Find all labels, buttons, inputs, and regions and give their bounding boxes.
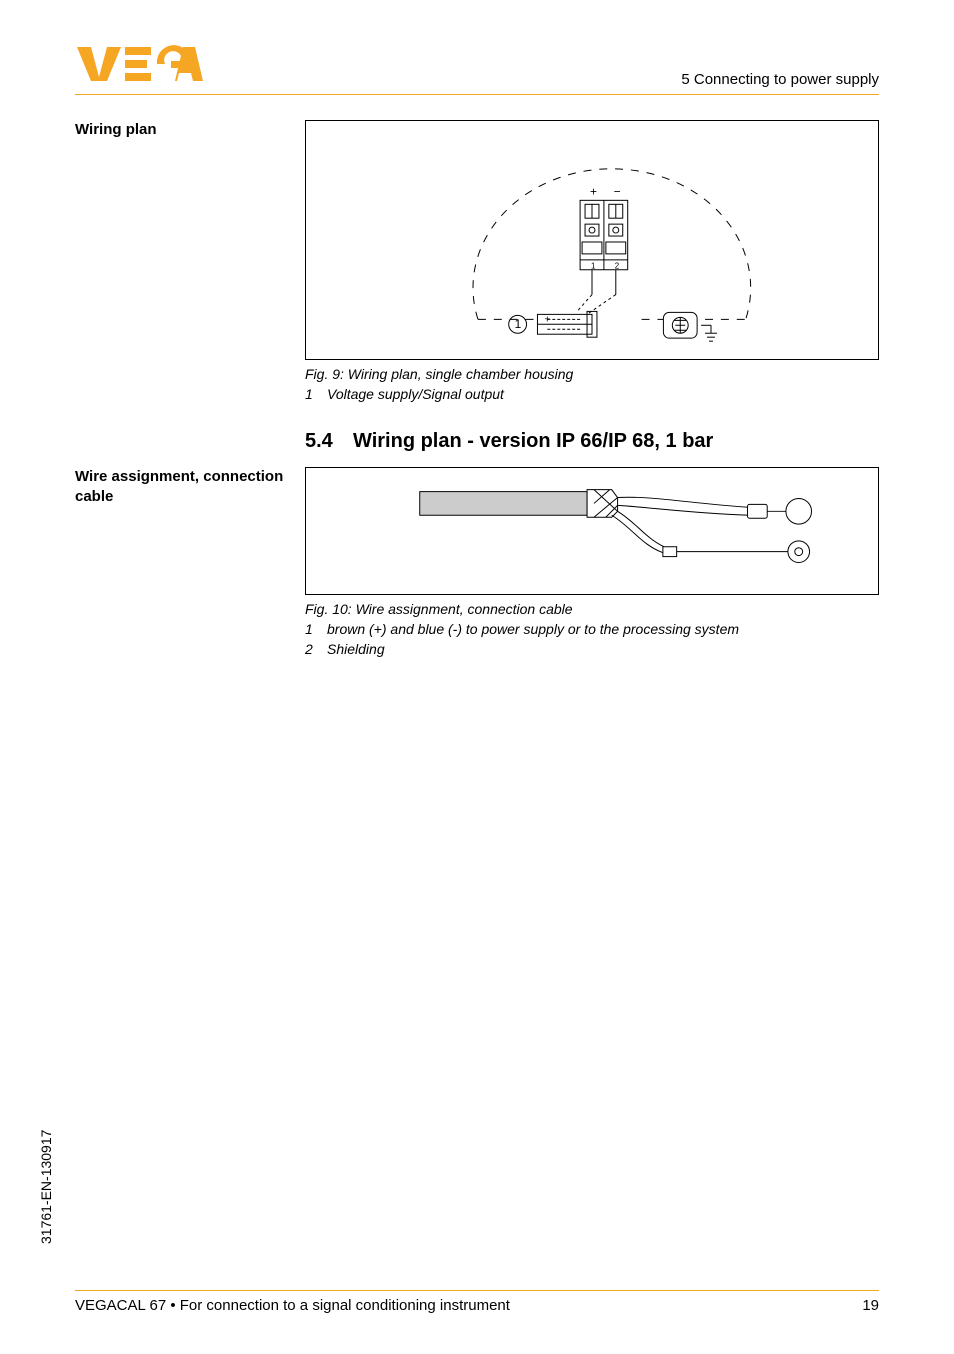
figure-10-legend1-text: brown (+) and blue (-) to power supply o…	[327, 621, 739, 637]
section-title: Wiring plan - version IP 66/IP 68, 1 bar	[353, 430, 713, 452]
figure-10-legend-2: 2Shielding	[305, 641, 879, 657]
side-label-wire-assignment: Wire assignment, connection cable	[75, 467, 285, 506]
figure-10-caption: Fig. 10: Wire assignment, connection cab…	[305, 601, 879, 617]
content-block-2: Wire assignment, connection cable	[0, 467, 954, 657]
page-footer: VEGACAL 67 • For connection to a signal …	[75, 1290, 879, 1314]
svg-text:+: +	[590, 184, 597, 198]
figure-9-legend-num: 1	[305, 386, 327, 402]
content-block-1: Wiring plan + −	[0, 95, 954, 467]
svg-text:2: 2	[615, 262, 619, 271]
footer-rule	[75, 1290, 879, 1291]
figure-10-legend2-num: 2	[305, 641, 327, 657]
page-header: 5 Connecting to power supply	[0, 0, 954, 88]
figure-9-caption: Fig. 9: Wiring plan, single chamber hous…	[305, 366, 879, 382]
svg-text:−: −	[614, 184, 621, 198]
svg-text:1: 1	[515, 317, 522, 331]
svg-text:1: 1	[591, 262, 596, 271]
document-id-vertical: 31761-EN-130917	[38, 1130, 54, 1244]
figure-10-legend2-text: Shielding	[327, 641, 385, 657]
footer-left-text: VEGACAL 67 • For connection to a signal …	[75, 1297, 510, 1314]
section-5-4-heading: 5.4Wiring plan - version IP 66/IP 68, 1 …	[305, 430, 879, 453]
page-number: 19	[862, 1297, 879, 1314]
vega-logo	[75, 45, 205, 88]
figure-10-legend1-num: 1	[305, 621, 327, 637]
figure-9-legend: 1Voltage supply/Signal output	[305, 386, 879, 402]
section-number: 5.4	[305, 430, 353, 453]
figure-10-legend-1: 1brown (+) and blue (-) to power supply …	[305, 621, 879, 637]
header-section-title: 5 Connecting to power supply	[681, 71, 879, 88]
figure-10-wire-assignment	[305, 467, 879, 595]
side-label-wiring-plan: Wiring plan	[75, 120, 285, 140]
figure-9-wiring-plan: + −	[305, 120, 879, 360]
figure-9-legend-text: Voltage supply/Signal output	[327, 386, 504, 402]
